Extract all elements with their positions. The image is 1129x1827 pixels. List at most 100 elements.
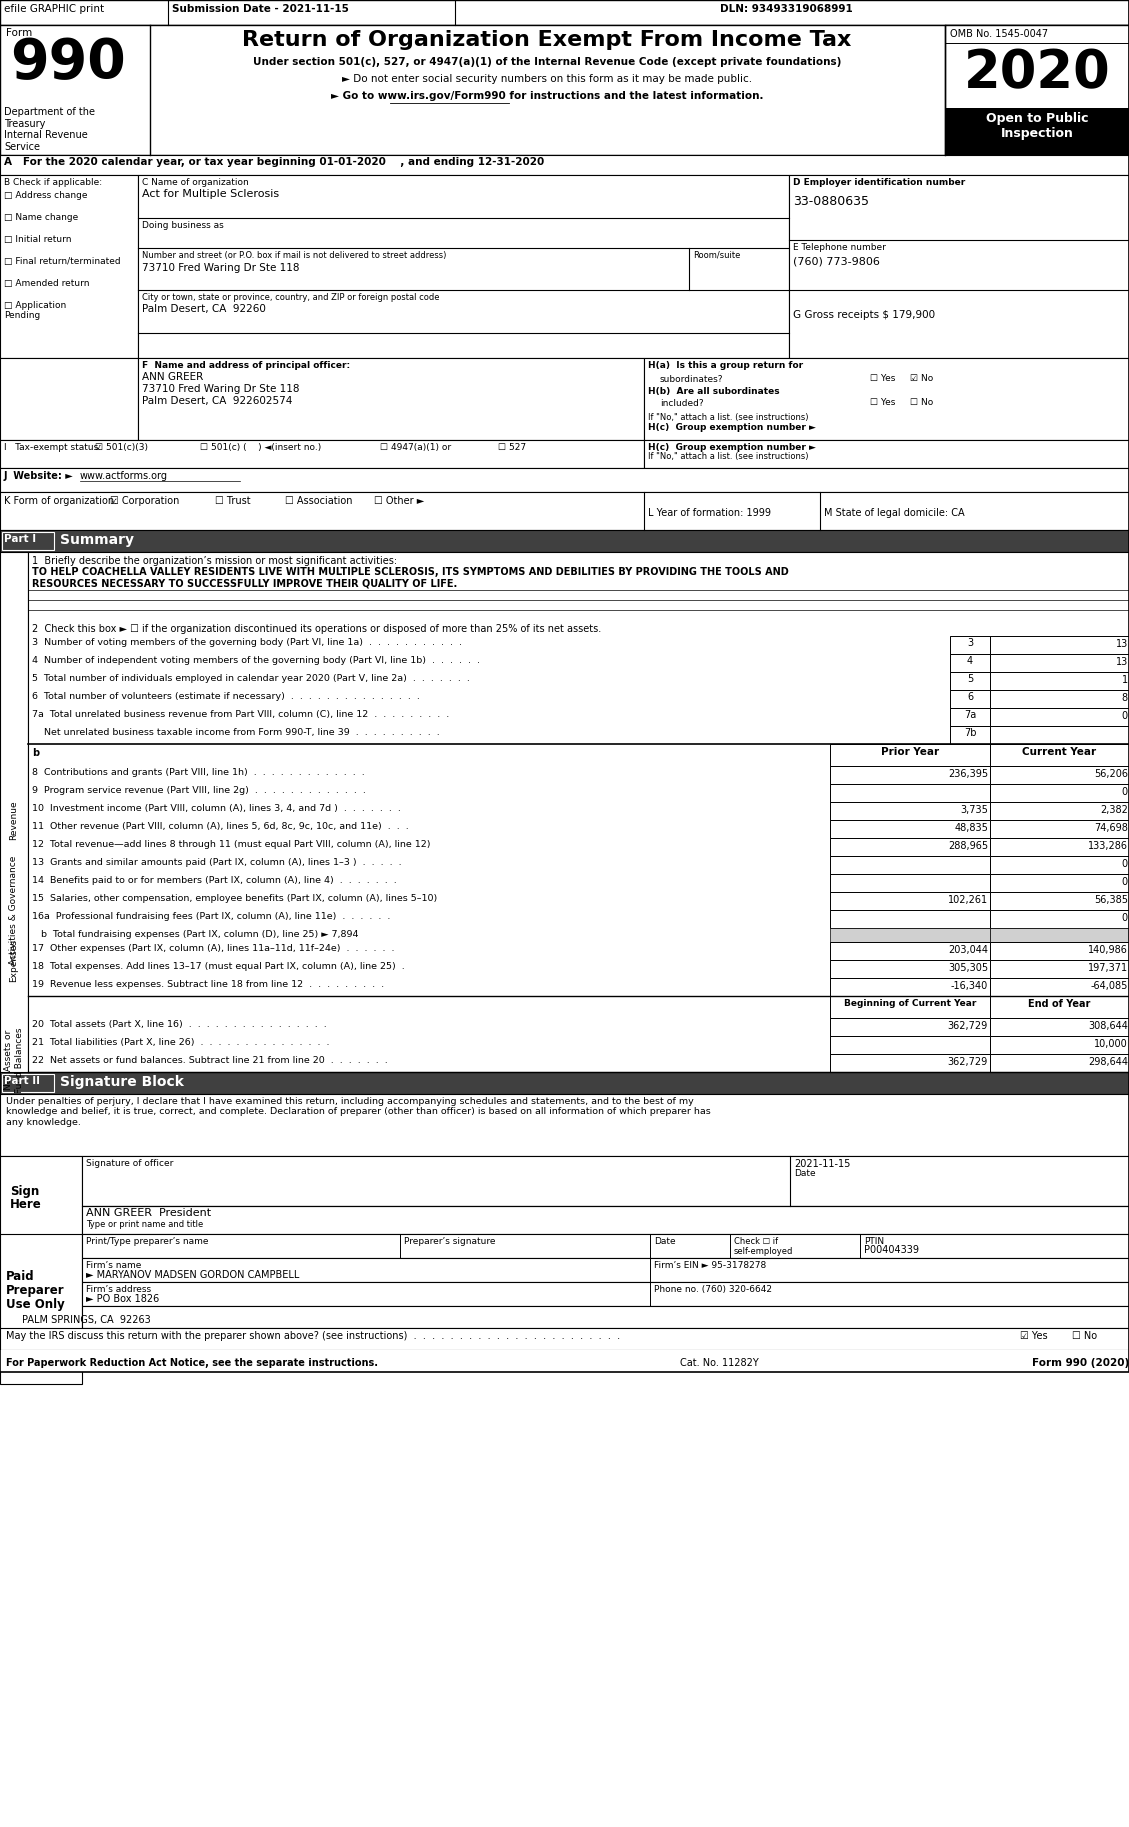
Text: ☐ 501(c) (    ) ◄(insert no.): ☐ 501(c) ( ) ◄(insert no.) <box>200 442 322 451</box>
Text: D Employer identification number: D Employer identification number <box>793 177 965 186</box>
Text: TO HELP COACHELLA VALLEY RESIDENTS LIVE WITH MULTIPLE SCLEROSIS, ITS SYMPTOMS AN: TO HELP COACHELLA VALLEY RESIDENTS LIVE … <box>32 566 789 577</box>
Text: 22  Net assets or fund balances. Subtract line 21 from line 20  .  .  .  .  .  .: 22 Net assets or fund balances. Subtract… <box>32 1056 387 1065</box>
Text: Submission Date - 2021-11-15: Submission Date - 2021-11-15 <box>172 4 349 15</box>
Text: 9  Program service revenue (Part VIII, line 2g)  .  .  .  .  .  .  .  .  .  .  .: 9 Program service revenue (Part VIII, li… <box>32 786 366 795</box>
Text: Net unrelated business taxable income from Form 990-T, line 39  .  .  .  .  .  .: Net unrelated business taxable income fr… <box>32 727 440 736</box>
Text: □ Address change: □ Address change <box>5 192 88 199</box>
Bar <box>0 1072 1129 1094</box>
Text: Date: Date <box>654 1237 675 1246</box>
Bar <box>0 530 1129 552</box>
Text: 197,371: 197,371 <box>1088 963 1128 974</box>
Bar <box>830 857 990 873</box>
Bar <box>830 977 990 996</box>
Text: □ Application
Pending: □ Application Pending <box>5 301 67 320</box>
Text: ☐ Yes: ☐ Yes <box>870 398 895 407</box>
Text: ANN GREER: ANN GREER <box>142 373 203 382</box>
Text: Paid: Paid <box>6 1270 35 1283</box>
Text: C Name of organization: C Name of organization <box>142 177 248 186</box>
Text: 5: 5 <box>966 674 973 683</box>
Bar <box>990 744 1129 766</box>
Bar <box>990 766 1129 784</box>
Text: ☐ Yes: ☐ Yes <box>870 375 895 384</box>
Text: 3,735: 3,735 <box>960 806 988 815</box>
Bar <box>990 910 1129 928</box>
Text: 2  Check this box ► ☐ if the organization discontinued its operations or dispose: 2 Check this box ► ☐ if the organization… <box>32 625 602 634</box>
Text: ☐ Other ►: ☐ Other ► <box>374 495 425 506</box>
Text: ► PO Box 1826: ► PO Box 1826 <box>86 1294 159 1304</box>
Text: OMB No. 1545-0047: OMB No. 1545-0047 <box>949 29 1048 38</box>
Bar <box>82 1206 1129 1233</box>
Bar <box>830 910 990 928</box>
Text: 362,729: 362,729 <box>947 1021 988 1030</box>
Text: RESOURCES NECESSARY TO SUCCESSFULLY IMPROVE THEIR QUALITY OF LIFE.: RESOURCES NECESSARY TO SUCCESSFULLY IMPR… <box>32 577 457 588</box>
Text: 12  Total revenue—add lines 8 through 11 (must equal Part VIII, column (A), line: 12 Total revenue—add lines 8 through 11 … <box>32 840 430 850</box>
Bar <box>0 155 1129 175</box>
Bar <box>830 839 990 857</box>
Text: b  Total fundraising expenses (Part IX, column (D), line 25) ► 7,894: b Total fundraising expenses (Part IX, c… <box>32 930 359 939</box>
Text: G Gross receipts $ 179,900: G Gross receipts $ 179,900 <box>793 311 935 320</box>
Bar <box>0 1156 82 1266</box>
Text: Phone no. (760) 320-6642: Phone no. (760) 320-6642 <box>654 1284 772 1294</box>
Bar <box>0 552 28 1268</box>
Text: 21  Total liabilities (Part X, line 26)  .  .  .  .  .  .  .  .  .  .  .  .  .  : 21 Total liabilities (Part X, line 26) .… <box>32 1038 330 1047</box>
Text: ☑ 501(c)(3): ☑ 501(c)(3) <box>95 442 148 451</box>
Text: If "No," attach a list. (see instructions): If "No," attach a list. (see instruction… <box>648 451 808 460</box>
Text: Part II: Part II <box>5 1076 40 1085</box>
Text: Firm’s name: Firm’s name <box>86 1261 141 1270</box>
Text: 6  Total number of volunteers (estimate if necessary)  .  .  .  .  .  .  .  .  .: 6 Total number of volunteers (estimate i… <box>32 692 420 702</box>
Text: 2021-11-15: 2021-11-15 <box>794 1158 850 1169</box>
Bar <box>0 26 1129 155</box>
Text: L Year of formation: 1999: L Year of formation: 1999 <box>648 508 771 519</box>
Text: Signature of officer: Signature of officer <box>86 1158 174 1167</box>
Bar <box>949 636 990 654</box>
Bar <box>830 766 990 784</box>
Text: 7b: 7b <box>964 727 977 738</box>
Bar <box>990 977 1129 996</box>
Text: Check ☐ if
self-employed: Check ☐ if self-employed <box>734 1237 794 1257</box>
Text: E Telephone number: E Telephone number <box>793 243 886 252</box>
Bar <box>990 672 1129 691</box>
Text: Net Assets or
Fund Balances: Net Assets or Fund Balances <box>5 1027 24 1093</box>
Bar <box>82 1283 1129 1306</box>
Text: Cat. No. 11282Y: Cat. No. 11282Y <box>680 1357 759 1368</box>
Bar <box>830 928 990 943</box>
Bar <box>0 468 1129 491</box>
Text: 236,395: 236,395 <box>948 769 988 778</box>
Bar <box>0 1350 1129 1372</box>
Text: K Form of organization:: K Form of organization: <box>5 495 117 506</box>
Text: -16,340: -16,340 <box>951 981 988 990</box>
Bar <box>830 820 990 839</box>
Text: 14  Benefits paid to or for members (Part IX, column (A), line 4)  .  .  .  .  .: 14 Benefits paid to or for members (Part… <box>32 875 396 884</box>
Bar <box>990 928 1129 943</box>
Bar <box>0 358 138 440</box>
Text: Under section 501(c), 527, or 4947(a)(1) of the Internal Revenue Code (except pr: Under section 501(c), 527, or 4947(a)(1)… <box>253 57 841 68</box>
Text: 0: 0 <box>1122 787 1128 797</box>
Text: Preparer’s signature: Preparer’s signature <box>404 1237 496 1246</box>
Text: PALM SPRINGS, CA  92263: PALM SPRINGS, CA 92263 <box>21 1315 150 1325</box>
Bar <box>990 959 1129 977</box>
Text: 3  Number of voting members of the governing body (Part VI, line 1a)  .  .  .  .: 3 Number of voting members of the govern… <box>32 638 462 647</box>
Text: PTIN: PTIN <box>864 1237 884 1246</box>
Text: ☐ Trust: ☐ Trust <box>215 495 251 506</box>
Text: 13  Grants and similar amounts paid (Part IX, column (A), lines 1–3 )  .  .  .  : 13 Grants and similar amounts paid (Part… <box>32 859 402 868</box>
Text: 3: 3 <box>966 638 973 649</box>
Bar <box>990 654 1129 672</box>
Bar <box>945 26 1129 155</box>
Bar <box>990 839 1129 857</box>
Bar <box>990 691 1129 709</box>
Bar <box>990 784 1129 802</box>
Text: May the IRS discuss this return with the preparer shown above? (see instructions: May the IRS discuss this return with the… <box>6 1332 620 1341</box>
Text: ☐ No: ☐ No <box>910 398 934 407</box>
Text: ☐ No: ☐ No <box>1073 1332 1097 1341</box>
Text: Use Only: Use Only <box>6 1297 64 1312</box>
Text: (760) 773-9806: (760) 773-9806 <box>793 258 879 267</box>
Bar <box>990 1036 1129 1054</box>
Text: 8: 8 <box>1122 692 1128 703</box>
Text: ► MARYANOV MADSEN GORDON CAMPBELL: ► MARYANOV MADSEN GORDON CAMPBELL <box>86 1270 299 1281</box>
Text: 73710 Fred Waring Dr Ste 118: 73710 Fred Waring Dr Ste 118 <box>142 263 299 272</box>
Text: Prior Year: Prior Year <box>881 747 939 756</box>
Text: 10,000: 10,000 <box>1094 1040 1128 1049</box>
Text: Signature Block: Signature Block <box>60 1074 184 1089</box>
Bar <box>82 1306 1129 1328</box>
Text: 10  Investment income (Part VIII, column (A), lines 3, 4, and 7d )  .  .  .  .  : 10 Investment income (Part VIII, column … <box>32 804 401 813</box>
